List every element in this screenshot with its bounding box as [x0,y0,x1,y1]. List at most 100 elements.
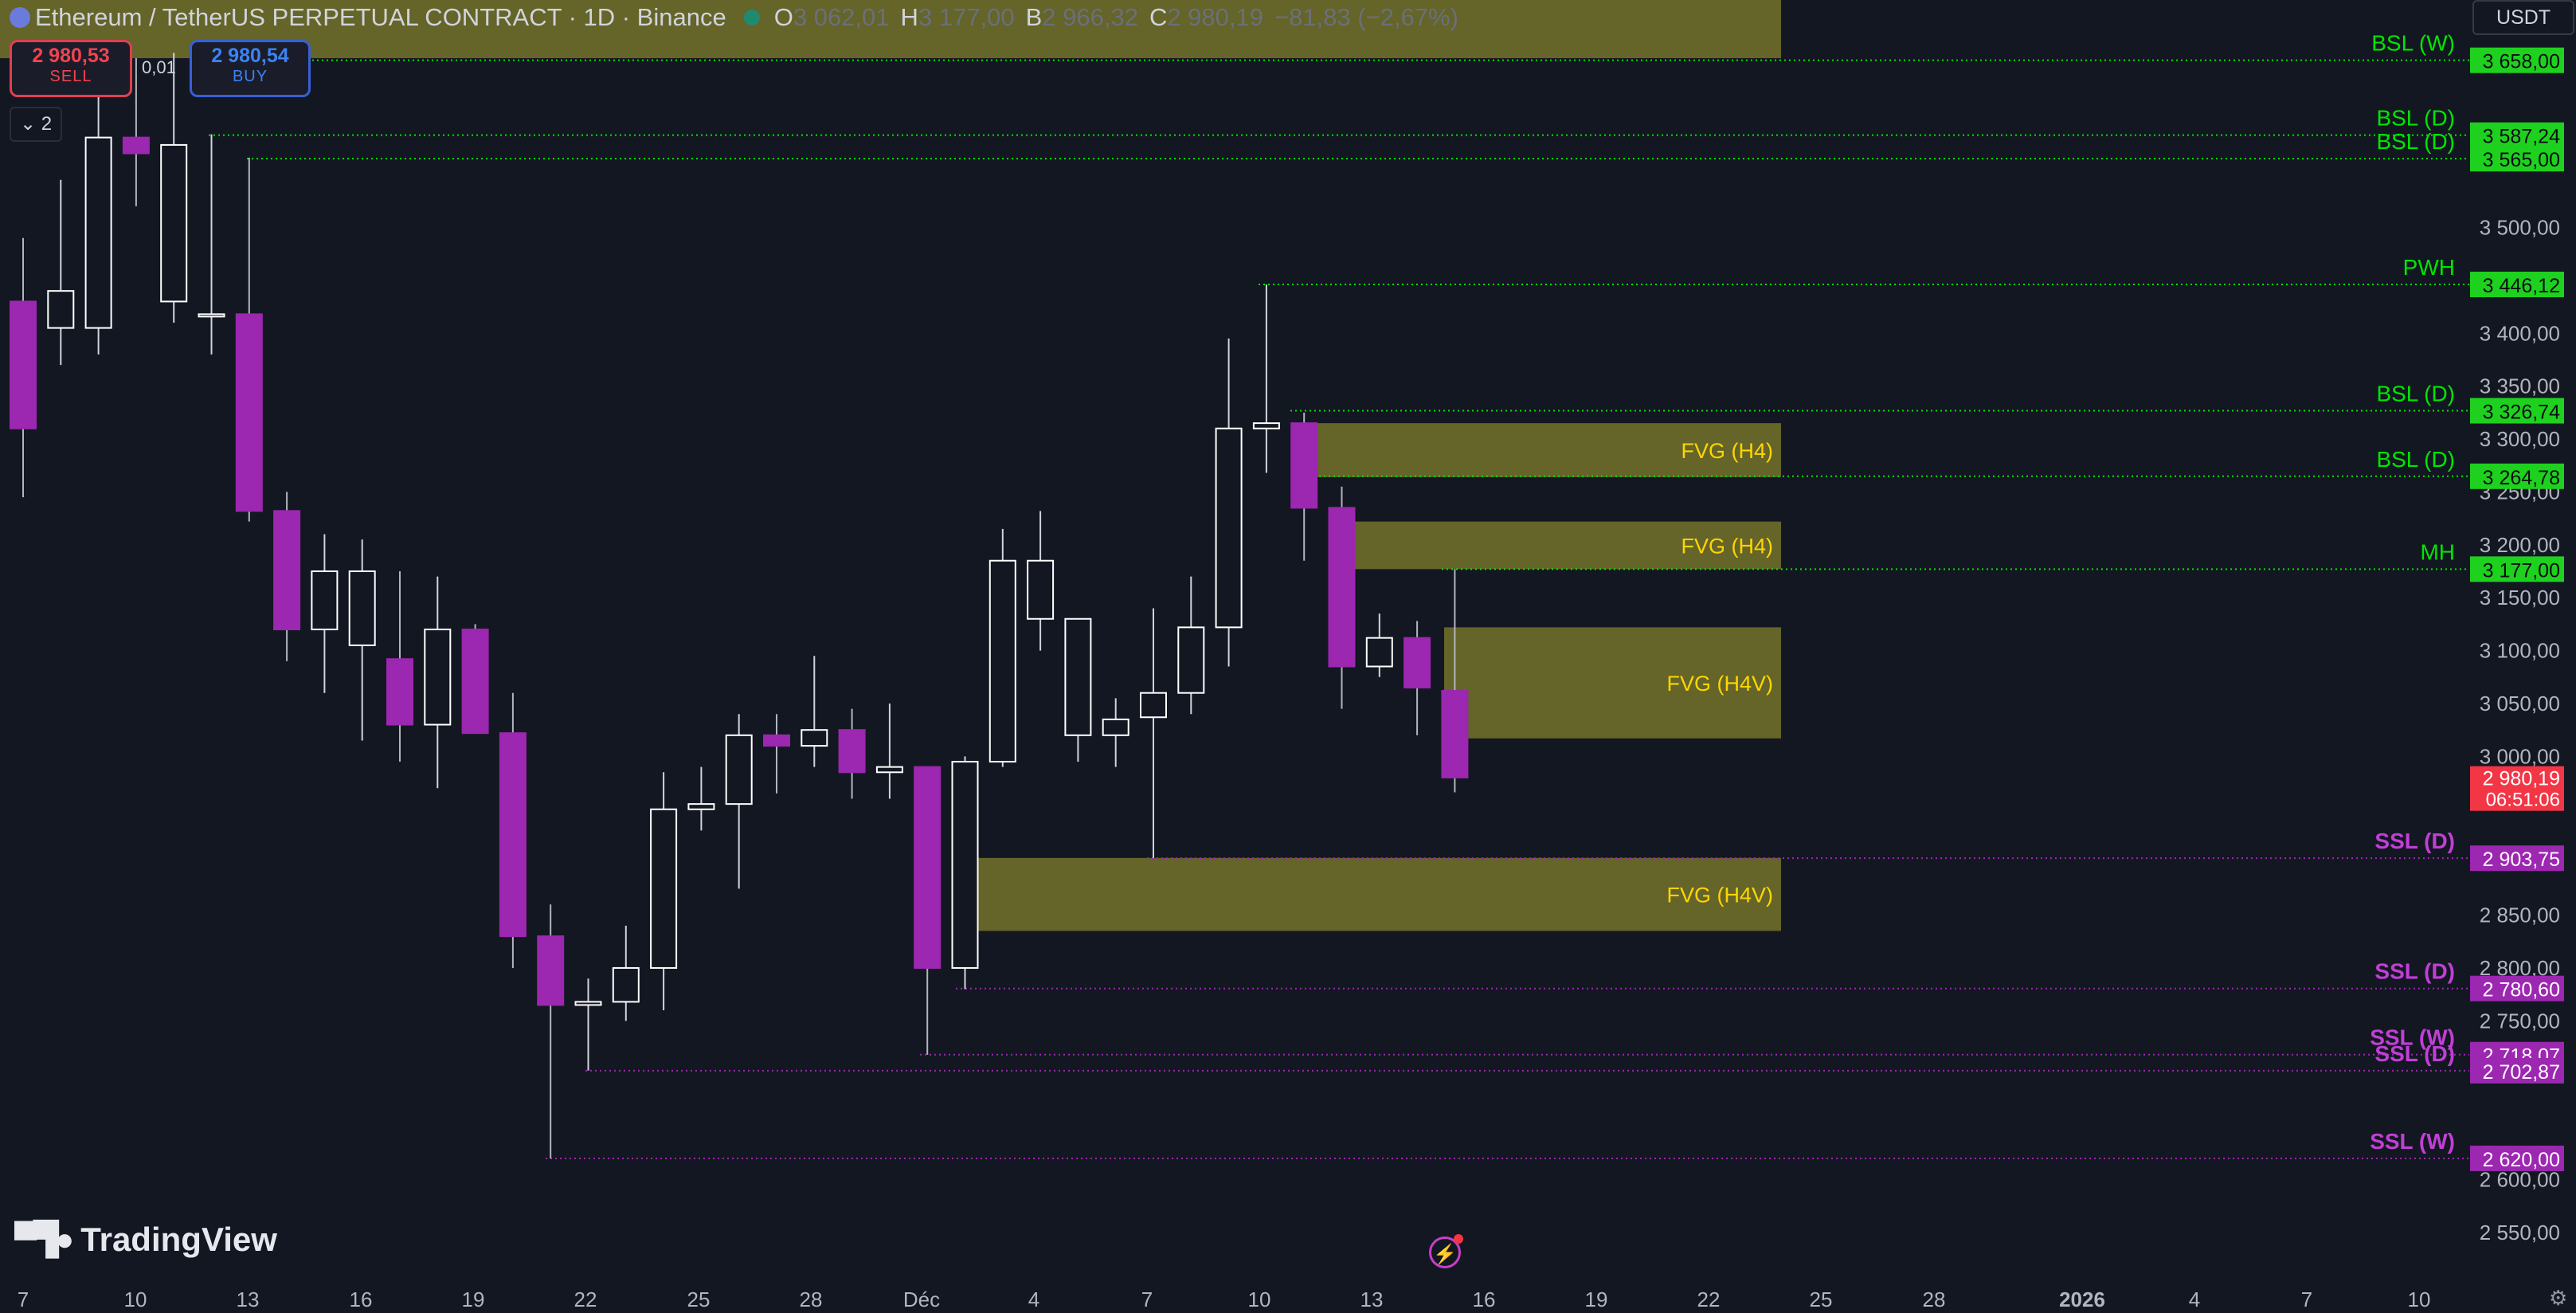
price-tag-label: 3 565,00 [2483,149,2560,171]
x-tick-label: Déc [903,1288,940,1311]
low-value: 2 966,32 [1042,3,1138,31]
y-tick-label: 3 350,00 [2480,374,2560,398]
tradingview-mark-icon: ▀▜● [14,1222,74,1257]
buy-button[interactable]: 2 980,54 BUY [190,40,311,97]
price-tag [2470,463,2564,489]
x-tick-label: 25 [1810,1288,1833,1311]
level-label: BSL (D) [2376,447,2455,472]
price-tag-label: 2 620,00 [2483,1149,2560,1171]
ethereum-logo-icon [10,7,30,28]
level-label: SSL (W) [2370,1025,2455,1050]
y-tick-label: 3 300,00 [2480,427,2560,451]
x-tick-label: 13 [1360,1288,1384,1311]
y-tick-label: 2 750,00 [2480,1009,2560,1033]
fvg-zone-label: FVG (H4V) [1666,884,1773,907]
high-value: 3 177,00 [918,3,1015,31]
x-tick-label: 2026 [2059,1288,2105,1311]
x-tick-label: 4 [1028,1288,1039,1311]
change-value: −81,83 (−2,67%) [1274,3,1458,31]
fvg-zone-label: FVG (H4) [1681,439,1773,463]
x-tick-label: 19 [462,1288,485,1311]
level-label: BSL (D) [2376,129,2455,154]
y-tick-label: 3 500,00 [2480,215,2560,239]
market-status-icon[interactable] [743,10,760,25]
price-tag-label: 3 658,00 [2483,51,2560,73]
level-label: MH [2420,539,2455,564]
x-tick-label: 19 [1585,1288,1608,1311]
y-tick-label: 2 850,00 [2480,903,2560,927]
candle-body [348,570,376,646]
candle-body [650,808,678,969]
candle-body [612,966,640,1003]
x-tick-label: 22 [1697,1288,1721,1311]
y-tick-label: 3 400,00 [2480,321,2560,345]
candle-body [10,300,37,429]
candle-body [424,629,452,726]
candle-body [461,629,489,735]
price-tag [2470,272,2564,298]
candle-body [160,143,188,303]
y-tick-label: 3 200,00 [2480,533,2560,557]
candle-body [1215,427,1243,629]
close-value: 2 980,19 [1167,3,1263,31]
candle-body [838,729,866,774]
candle-body [1403,637,1431,689]
y-tick-label: 3 000,00 [2480,744,2560,768]
price-tag-label: 3 587,24 [2483,126,2560,148]
candle-body [914,766,942,969]
candle-body [499,732,527,938]
currency-label: USDT [2496,6,2551,29]
candle-body [1140,692,1167,719]
level-label: SSL (W) [2370,1129,2455,1154]
candle-body [801,729,828,747]
price-tag [2470,47,2564,73]
fvg-zone-label: FVG (H4) [1681,534,1773,558]
fvg-zone-label: FVG (H4V) [1666,672,1773,696]
candle-body [989,559,1016,763]
x-tick-label: 28 [1923,1288,1946,1311]
x-tick-label: 16 [350,1288,373,1311]
x-tick-label: 4 [2189,1288,2200,1311]
brand-label: TradingView [80,1221,277,1258]
y-tick-label: 3 150,00 [2480,586,2560,609]
level-label: SSL (D) [2374,959,2455,984]
symbol-header: Ethereum / TetherUS PERPETUAL CONTRACT ·… [0,0,1458,35]
candle-body [875,766,903,774]
price-axis [2469,0,2576,1313]
sell-label: SELL [49,68,92,85]
bar-countdown: 06:51:06 [2486,790,2560,811]
sell-price: 2 980,53 [32,45,110,67]
settings-gear-icon[interactable]: ⚙ [2549,1286,2568,1310]
price-tag [2470,398,2564,424]
x-tick-label: 7 [2301,1288,2312,1311]
price-tag-label: 2 780,60 [2483,979,2560,1001]
buy-label: BUY [232,68,268,85]
lightning-icon[interactable]: ⚡ [1429,1234,1463,1268]
level-label: SSL (D) [2374,829,2455,853]
x-tick-label: 28 [800,1288,823,1311]
x-tick-label: 22 [574,1288,597,1311]
candle-body [1441,690,1469,778]
candle-body [1064,617,1092,736]
open-label: O [773,3,793,31]
candle-body [1328,507,1356,668]
candle-body [1177,626,1205,694]
price-tag [2470,556,2564,582]
price-tag-label: 3 446,12 [2483,275,2560,297]
candle-body [1027,559,1055,620]
x-tick-label: 13 [237,1288,260,1311]
candle-body [273,510,301,631]
last-price-tag [2470,766,2564,811]
candle-body [1290,422,1318,509]
tradingview-logo[interactable]: ▀▜● TradingView [14,1221,277,1259]
symbol-title[interactable]: Ethereum / TetherUS PERPETUAL CONTRACT ·… [35,3,726,31]
indicators-collapse-button[interactable]: ⌄ 2 [10,107,62,142]
currency-selector[interactable]: USDT [2472,0,2574,35]
candle-body [47,290,75,329]
candle-body [1365,637,1393,668]
candle-body [537,935,565,1006]
sell-button[interactable]: 2 980,53 SELL [10,40,132,97]
candle-body [386,658,413,726]
x-tick-label: 25 [687,1288,711,1311]
